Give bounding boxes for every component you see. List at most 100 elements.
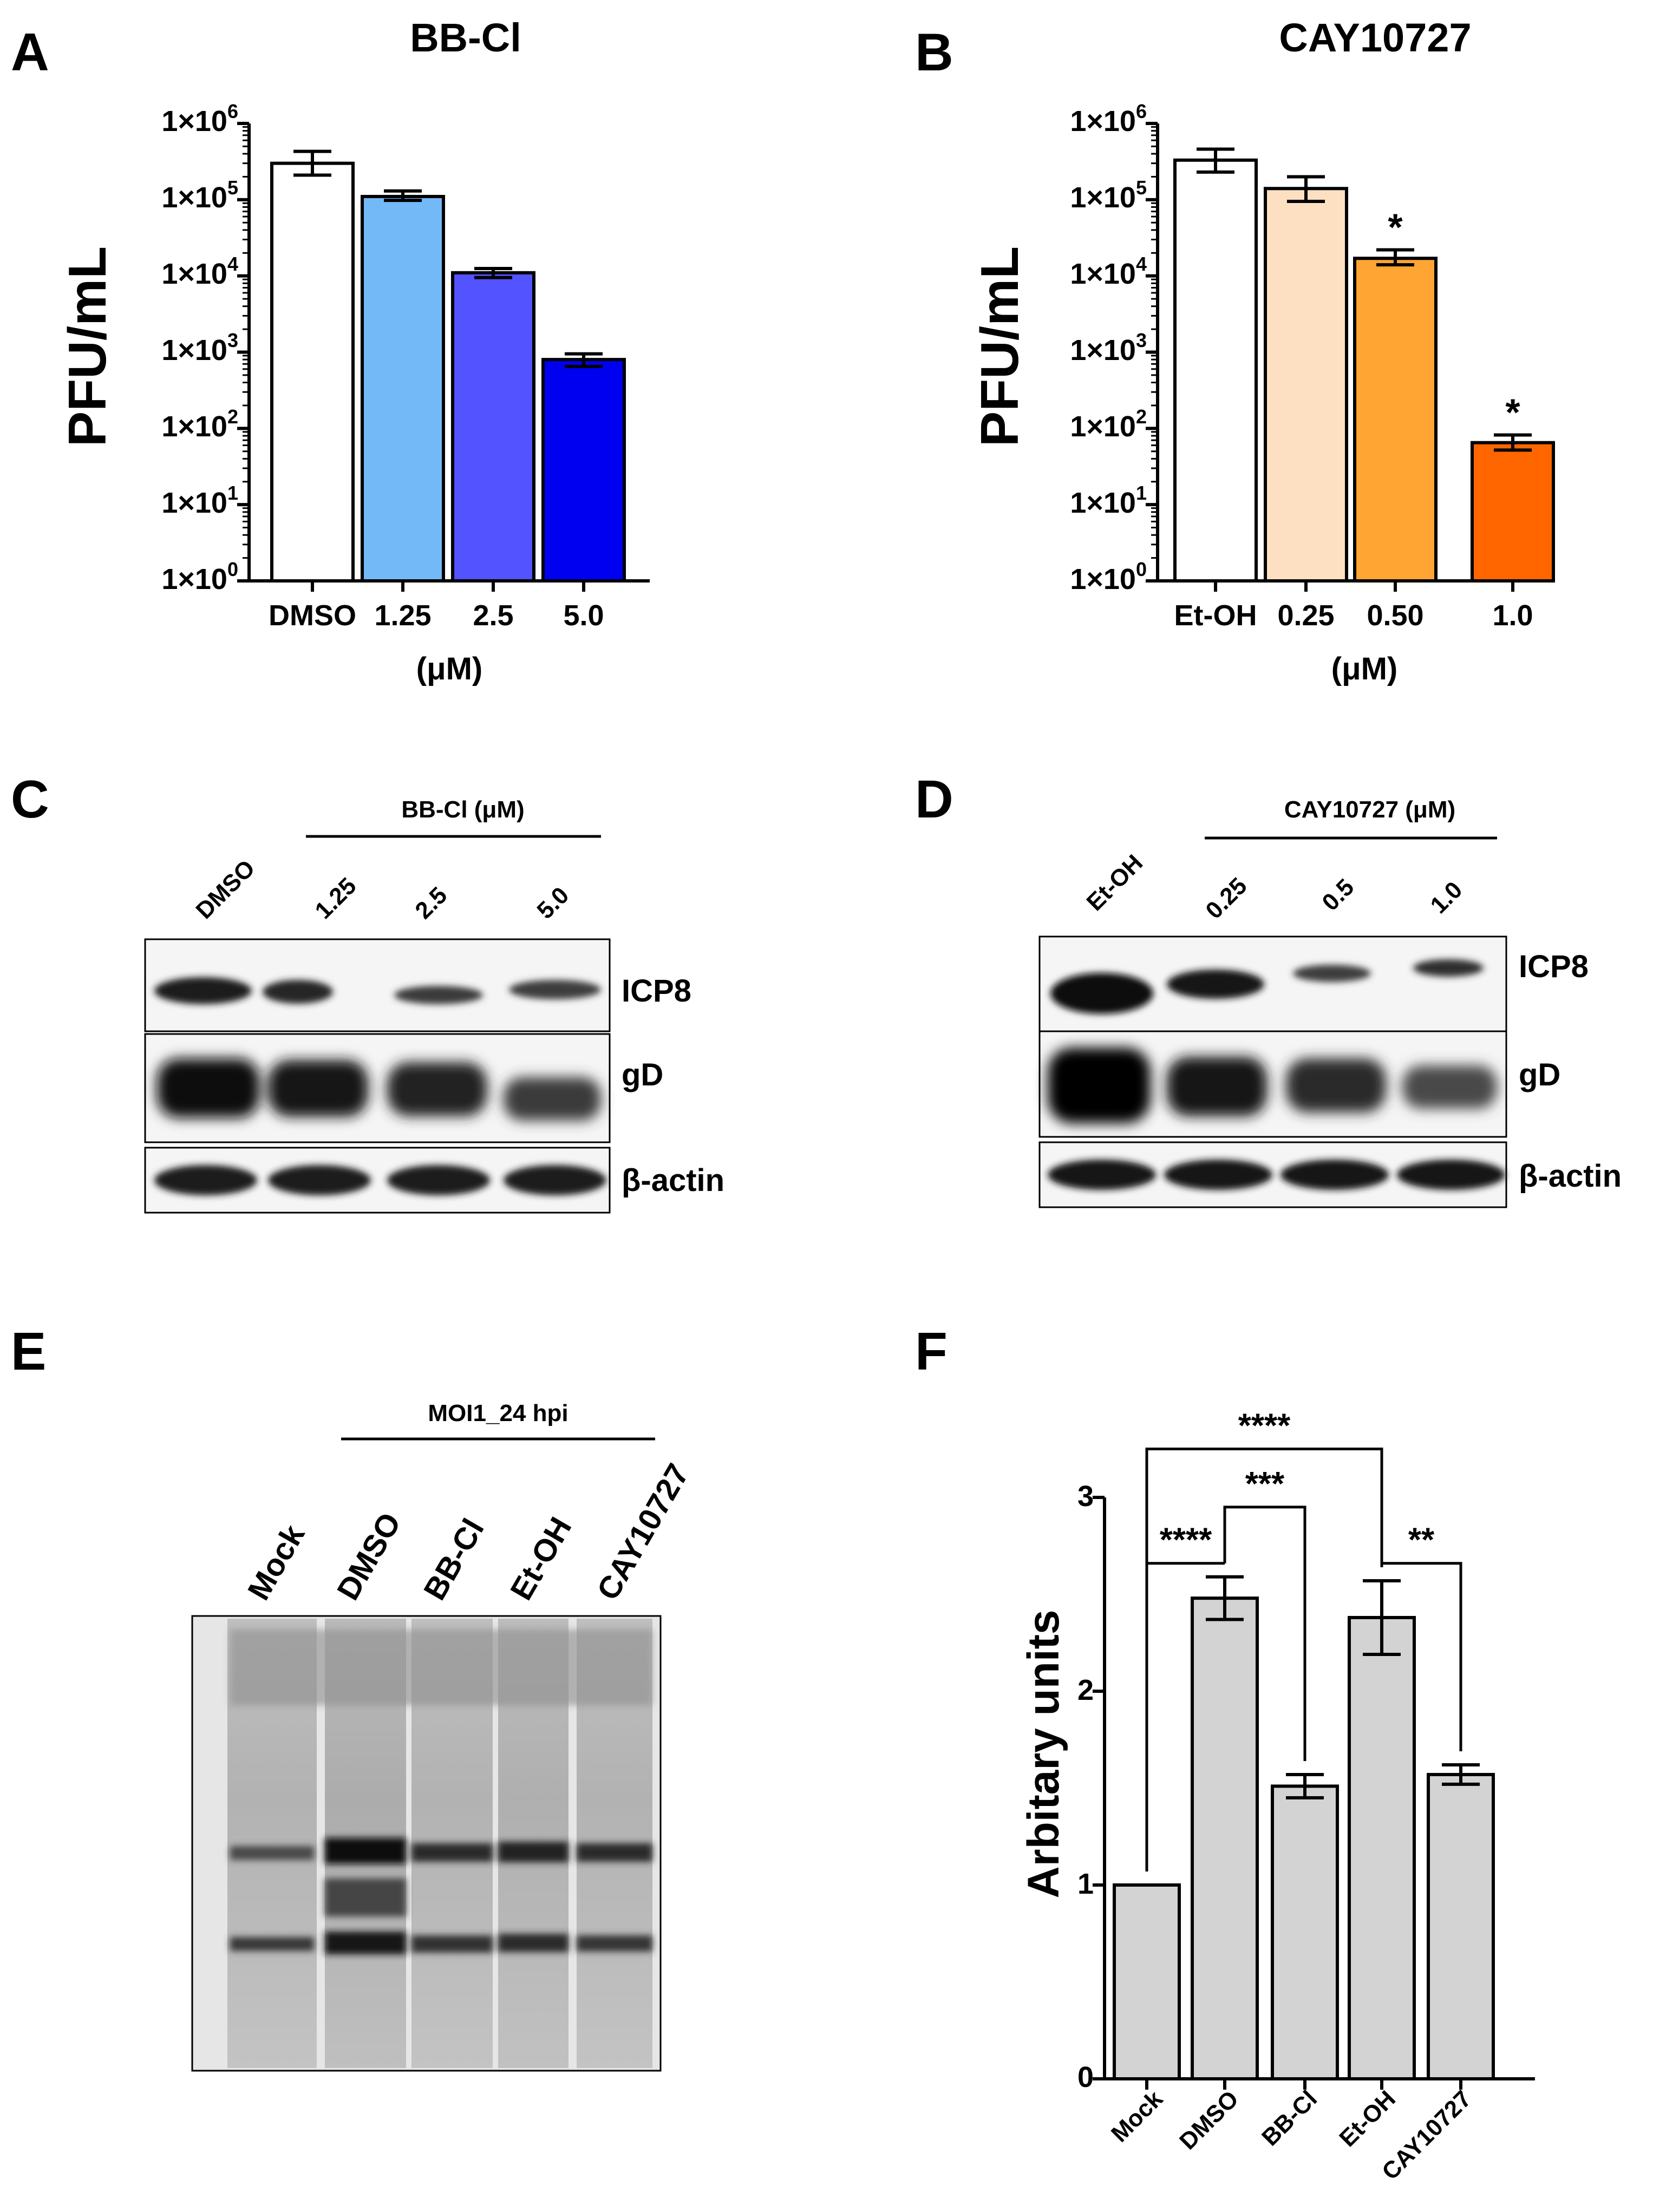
chart-f-errorbar-1 [1206, 1575, 1244, 1621]
gel-e-header: MOI1_24 hpi [428, 1400, 568, 1426]
chart-f-errorbar-3 [1363, 1579, 1401, 1656]
chart-a-xtick-0: DMSO [269, 599, 356, 632]
chart-f-plot: *********** ** [1093, 1408, 1535, 2090]
chart-b-xtick-3: 1.0 [1492, 599, 1533, 632]
gel-e-band-upper-mock [230, 1846, 314, 1860]
chart-b-errorbar-2 [1376, 248, 1414, 267]
chart-a-title: BB-Cl [410, 15, 521, 60]
gel-e-band-upper-cay [577, 1843, 652, 1862]
blot-d-actin-band-0 [1048, 1160, 1156, 1190]
blot-d-gd-bands [1048, 1048, 1497, 1123]
blot-d-actin-band-3 [1397, 1160, 1505, 1190]
chart-f-bar-0 [1113, 1883, 1181, 2080]
panel-letter-f: F [915, 1321, 948, 1381]
chart-a-bar-2 [451, 271, 535, 583]
gel-e-band-lower-cay [577, 1935, 652, 1952]
chart-f-ylabel: Arbitary units [1019, 1609, 1068, 1898]
blot-c-label-gd: gD [622, 1057, 663, 1092]
chart-f-xtick-1: DMSO [1174, 2085, 1244, 2155]
chart-f-bar-3 [1348, 1615, 1416, 2080]
chart-f: Arbitary units 0 1 2 3 Mock DMSO BB-Cl E… [1019, 1408, 1535, 2185]
chart-a-plot [237, 122, 650, 592]
chart-f-yticks: 0 1 2 3 [1077, 1480, 1094, 2093]
chart-a-bar-0 [270, 161, 355, 583]
blot-d-gd-band-1 [1167, 1057, 1267, 1116]
chart-b-bar-0 [1173, 158, 1258, 583]
chart-a-ytick-5: 1×105 [161, 176, 238, 214]
blot-c-lane-2: 2.5 [410, 882, 452, 924]
blot-d-lane-2: 0.5 [1317, 874, 1359, 916]
blot-d: CAY10727 (μM) Et-OH 0.25 0.5 1.0 ICP8 gD [1038, 796, 1622, 1208]
chart-a-errorbar-1 [384, 189, 422, 202]
chart-a-yticks: 1×100 1×101 1×102 1×103 1×104 1×105 1×10… [161, 100, 238, 595]
chart-f-bar-1 [1191, 1596, 1259, 2080]
chart-b-xlabel: (μM) [1331, 651, 1397, 686]
chart-b-axes [1146, 122, 1554, 592]
chart-a-xlabel: (μM) [416, 651, 482, 686]
chart-a-errorbar-3 [565, 352, 603, 368]
blot-d-actin-bands [1048, 1160, 1505, 1190]
chart-b-xtick-2: 0.50 [1367, 599, 1423, 632]
gel-e-lane-1: DMSO [330, 1507, 408, 1606]
chart-f-xtick-3: Et-OH [1334, 2085, 1401, 2152]
chart-b-errorbar-3 [1494, 433, 1532, 452]
chart-b-bar-3 [1471, 441, 1555, 583]
blot-c-lane-3: 5.0 [532, 882, 574, 924]
chart-f-comparison-0: **** [1145, 1408, 1383, 1871]
chart-f-bar-2 [1271, 1784, 1339, 2080]
blot-d-header: CAY10727 (μM) [1284, 796, 1455, 823]
chart-f-ytick-2: 2 [1077, 1674, 1094, 1706]
blot-d-actin-band-2 [1280, 1160, 1389, 1190]
chart-b-errorbar-1 [1287, 175, 1325, 203]
blot-c-label-icp8: ICP8 [622, 973, 691, 1009]
panel-letter-c: C [11, 769, 49, 829]
gel-e-band-lower-bbcl [411, 1935, 493, 1953]
chart-b-bar-1 [1264, 187, 1348, 583]
chart-f-errorbar-4 [1442, 1763, 1480, 1786]
blot-d-icp8-band-1 [1167, 970, 1264, 999]
chart-a-ytick-3: 1×103 [161, 329, 238, 367]
chart-f-comparison-3: ** [1380, 1522, 1462, 1752]
chart-b-title: CAY10727 [1279, 15, 1471, 60]
gel-e-bands [230, 1629, 652, 1954]
chart-b: CAY10727 PFU/mL 1×100 1×101 1×102 1×103 … [970, 15, 1555, 686]
blot-c-icp8-band-1 [263, 980, 333, 1004]
chart-a-ytick-4: 1×104 [161, 253, 238, 290]
blot-c-lane-0: DMSO [191, 855, 260, 924]
gel-e: MOI1_24 hpi Mock DMSO BB-Cl Et-OH CAY107… [191, 1400, 696, 2072]
blot-c-actin-band-0 [154, 1165, 257, 1195]
chart-b-ytick-6: 1×106 [1070, 100, 1147, 138]
chart-a-axes [237, 122, 650, 592]
blot-c-lane-1: 1.25 [310, 873, 361, 924]
gel-e-band-top-all [230, 1629, 652, 1705]
chart-a-errorbar-0 [293, 149, 331, 177]
chart-a-ytick-2: 1×102 [161, 405, 238, 443]
gel-e-band-mid-dmso [325, 1879, 406, 1916]
blot-d-lane-3: 1.0 [1425, 876, 1467, 919]
chart-f-xtick-0: Mock [1106, 2085, 1168, 2148]
chart-a-ytick-6: 1×106 [161, 100, 238, 138]
gel-e-lane-2: BB-Cl [417, 1513, 491, 1606]
gel-e-lane-0: Mock [241, 1519, 312, 1606]
blot-d-icp8-band-0 [1050, 973, 1153, 1014]
blot-c-gd-band-2 [387, 1062, 487, 1116]
blot-d-icp8-band-3 [1413, 959, 1484, 977]
chart-f-xticks: Mock DMSO BB-Cl Et-OH CAY10727 [1106, 2085, 1476, 2185]
svg-text:**: ** [1408, 1522, 1435, 1559]
blot-d-icp8-band-2 [1293, 965, 1371, 982]
gel-e-band-upper-dmso [325, 1838, 406, 1864]
chart-f-bar-4 [1427, 1772, 1495, 2080]
gel-e-band-lower-dmso [325, 1932, 406, 1954]
blot-d-lane-0: Et-OH [1081, 849, 1148, 916]
chart-f-ytick-1: 1 [1077, 1868, 1094, 1900]
blot-c-gd-band-1 [268, 1060, 368, 1117]
blot-c-icp8-band-3 [509, 980, 601, 999]
blot-d-actin-band-1 [1164, 1160, 1272, 1190]
chart-b-significance-2: * [1388, 206, 1403, 248]
blot-c-icp8-band-0 [154, 977, 252, 1004]
blot-d-lane-1: 0.25 [1200, 873, 1252, 924]
blot-c-header: BB-Cl (μM) [401, 796, 524, 823]
blot-c: BB-Cl (μM) DMSO 1.25 2.5 5.0 ICP8 gD [144, 796, 724, 1214]
chart-b-plot: ** [1146, 122, 1555, 592]
chart-b-ytick-4: 1×104 [1070, 253, 1147, 290]
